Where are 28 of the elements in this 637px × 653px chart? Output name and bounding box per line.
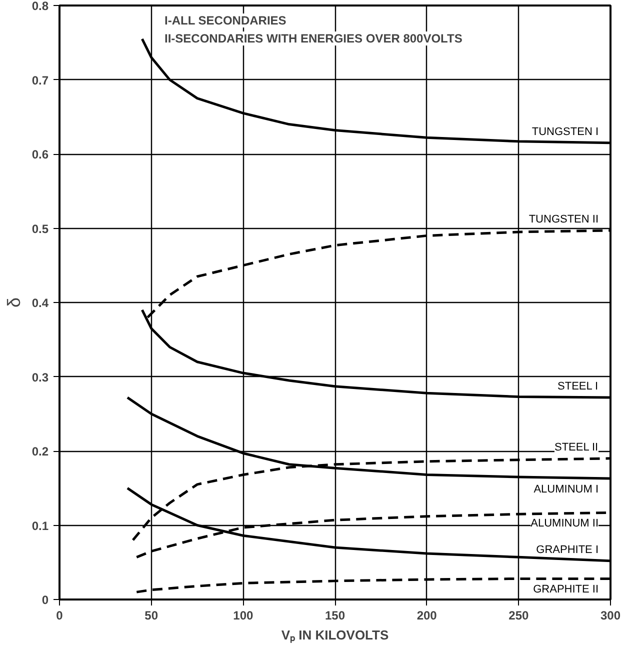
x-tick-label: 0: [56, 608, 64, 622]
x-axis-title: Vₚ IN KILOVOLTS: [281, 628, 389, 644]
y-tick-label: 0.2: [32, 444, 49, 458]
series-label: ALUMINUM I: [534, 483, 598, 496]
series-label: STEEL II: [554, 441, 598, 454]
series-label: TUNGSTEN II: [528, 213, 599, 226]
series-label: ALUMINUM II: [530, 518, 599, 530]
y-tick-label: 0.4: [32, 296, 49, 310]
y-tick-label: 0.1: [32, 518, 49, 533]
annotation: I-ALL SECONDARIES: [164, 14, 286, 28]
x-tick-label: 300: [600, 608, 621, 622]
y-tick-label: 0.3: [32, 370, 49, 384]
annotation: II-SECONDARIES WITH ENERGIES OVER 800VOLTS: [164, 32, 462, 46]
x-tick-label: 50: [144, 608, 158, 622]
y-axis-title: δ: [4, 297, 24, 308]
y-tick-label: 0.7: [32, 73, 49, 88]
x-tick-label: 150: [324, 608, 346, 622]
x-tick-label: 100: [233, 608, 254, 622]
series-label: GRAPHITE II: [533, 584, 599, 596]
series-label: STEEL I: [558, 380, 598, 393]
x-tick-label: 200: [416, 608, 438, 622]
series-label: TUNGSTEN I: [532, 126, 599, 138]
y-tick-label: 0.5: [32, 222, 49, 236]
series-label: GRAPHITE I: [536, 544, 598, 556]
y-tick-label: 0.6: [32, 148, 49, 162]
x-tick-label: 250: [508, 608, 530, 622]
y-tick-label: 0.8: [32, 0, 49, 13]
y-tick-label: 0: [42, 593, 49, 607]
